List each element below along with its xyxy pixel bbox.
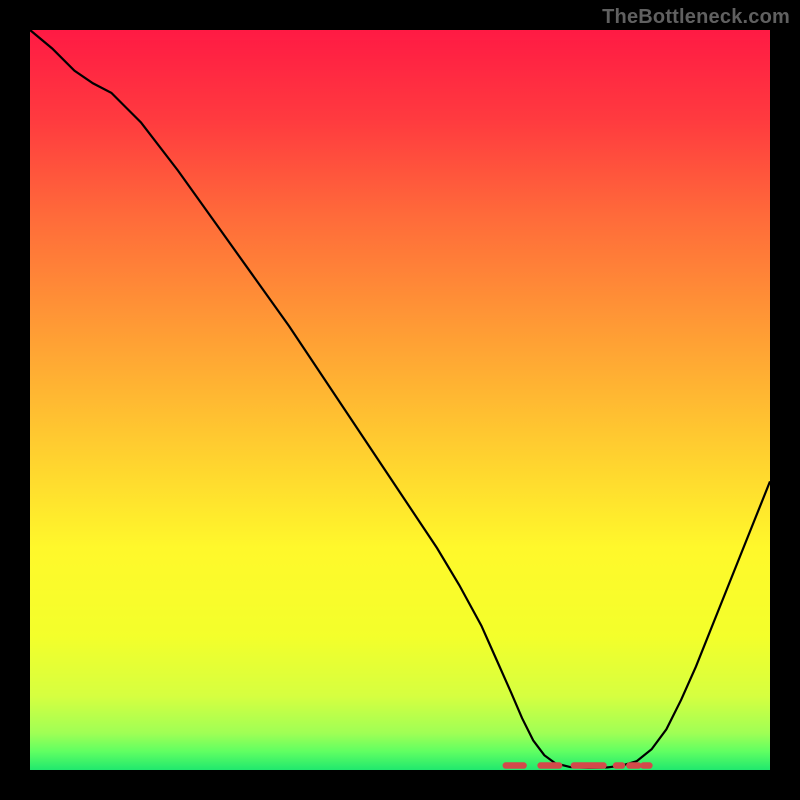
chart-svg <box>0 0 800 800</box>
chart-container: { "meta": { "watermark": "TheBottleneck.… <box>0 0 800 800</box>
plot-background <box>30 30 770 770</box>
watermark-label: TheBottleneck.com <box>602 6 790 29</box>
